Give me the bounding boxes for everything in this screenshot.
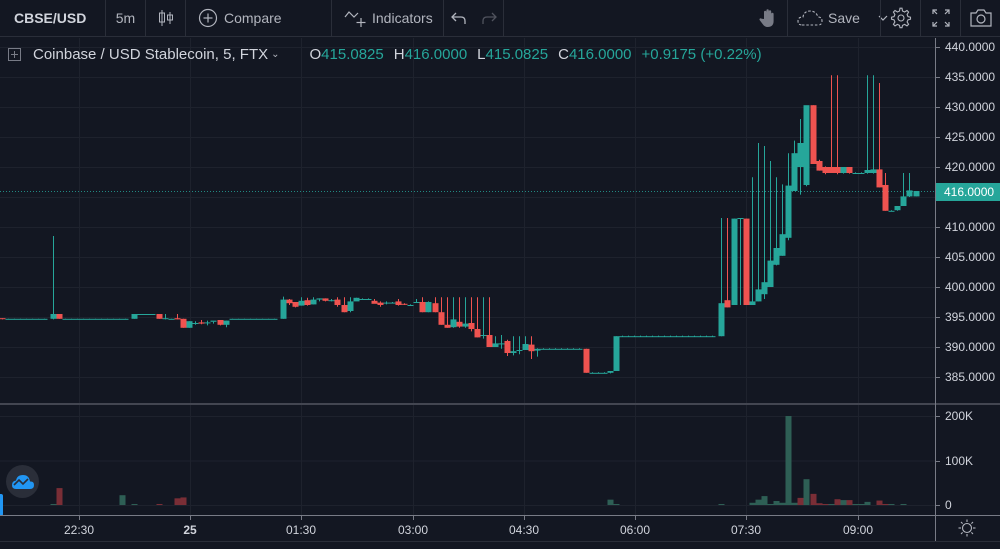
- high-value: 416.0000: [404, 46, 468, 63]
- compare-label: Compare: [224, 10, 282, 26]
- time-tick-label: 07:30: [730, 523, 762, 537]
- volume-tick-mark: [936, 505, 940, 506]
- price-tick-label: 435.0000: [945, 70, 996, 84]
- undo-icon[interactable]: [450, 11, 467, 25]
- collapse-legend-icon[interactable]: [8, 48, 21, 61]
- price-tick-mark: [936, 377, 940, 378]
- low-value: 415.0825: [485, 46, 549, 63]
- price-tick-mark: [936, 347, 940, 348]
- price-tick-mark: [936, 317, 940, 318]
- chevron-down-icon[interactable]: ⌄: [271, 49, 280, 60]
- open-key: O: [309, 46, 322, 63]
- time-tick-mark: [413, 516, 414, 520]
- volume-pane[interactable]: [0, 405, 935, 515]
- close-key: C: [558, 46, 569, 63]
- series-title[interactable]: Coinbase / USD Stablecoin, 5, FTX: [33, 46, 269, 63]
- sun-gear-icon: [958, 519, 976, 537]
- cloud-icon: [796, 9, 824, 27]
- price-tick-label: 390.0000: [945, 340, 996, 354]
- time-tick-mark: [858, 516, 859, 520]
- candles-icon: [158, 9, 174, 27]
- chart-type-button[interactable]: [146, 0, 186, 37]
- axis-corner-divider: [935, 516, 936, 542]
- last-price-label: 416.0000: [936, 183, 1000, 201]
- cloud-chart-icon: [11, 474, 35, 490]
- gear-icon: [890, 7, 912, 29]
- time-tick-mark: [635, 516, 636, 520]
- bottom-strip: [0, 541, 1000, 549]
- fullscreen-icon: [931, 9, 950, 27]
- open-value: 415.0825: [321, 46, 384, 63]
- save-label: Save: [828, 10, 860, 26]
- volume-tick-mark: [936, 416, 940, 417]
- price-tick-label: 440.0000: [945, 40, 996, 54]
- time-tick-label: 03:00: [397, 523, 429, 537]
- interval-label: 5m: [115, 10, 136, 26]
- price-tick-label: 420.0000: [945, 160, 996, 174]
- time-tick-mark: [190, 516, 191, 520]
- price-tick-mark: [936, 167, 940, 168]
- hand-icon: [759, 8, 777, 28]
- price-tick-mark: [936, 287, 940, 288]
- price-tick-label: 405.0000: [945, 250, 996, 264]
- time-tick-mark: [746, 516, 747, 520]
- interval-button[interactable]: 5m: [106, 0, 146, 37]
- time-axis[interactable]: 22:30 25 01:30 03:00 04:30 06:00 07:30 09:00: [0, 515, 1000, 542]
- hand-button[interactable]: [749, 0, 787, 37]
- time-tick-label: 04:30: [508, 523, 540, 537]
- undo-redo-group: [444, 0, 504, 37]
- price-pane[interactable]: [0, 38, 935, 403]
- volume-tick-label: 200K: [945, 409, 974, 423]
- volume-tick-label: 0: [945, 498, 952, 512]
- time-tick-label: 06:00: [619, 523, 651, 537]
- time-tick-label: 25: [183, 523, 197, 537]
- symbol-label: CBSE/USD: [14, 10, 87, 26]
- time-tick-mark: [79, 516, 80, 520]
- pane-separator[interactable]: [0, 403, 1000, 405]
- top-toolbar: CBSE/USD 5m Compare Indicators: [0, 0, 1000, 37]
- price-tick-mark: [936, 107, 940, 108]
- save-button[interactable]: Save: [787, 0, 888, 37]
- indicators-icon: [344, 8, 366, 28]
- redo-icon[interactable]: [481, 11, 497, 25]
- volume-tick-mark: [936, 460, 940, 462]
- time-tick-label: 01:30: [285, 523, 317, 537]
- price-tick-mark: [936, 227, 940, 228]
- time-tick-mark: [524, 516, 525, 520]
- price-tick-label: 385.0000: [945, 370, 996, 384]
- price-tick-label: 395.0000: [945, 310, 996, 324]
- tradingview-logo[interactable]: [6, 465, 39, 498]
- change-value: +0.9175 (+0.22%): [641, 46, 762, 63]
- settings-button[interactable]: [880, 0, 920, 37]
- price-tick-mark: [936, 257, 940, 258]
- time-tick-label: 09:00: [842, 523, 874, 537]
- fullscreen-button[interactable]: [920, 0, 960, 37]
- price-tick-label: 425.0000: [945, 130, 996, 144]
- price-tick-label: 430.0000: [945, 100, 996, 114]
- time-tick-label: 22:30: [63, 523, 95, 537]
- plus-circle-icon: [198, 8, 218, 28]
- indicators-label: Indicators: [372, 10, 433, 26]
- time-tick-mark: [301, 516, 302, 520]
- screenshot-button[interactable]: [960, 0, 1000, 37]
- indicators-button[interactable]: Indicators: [332, 0, 444, 37]
- symbol-search-button[interactable]: CBSE/USD: [0, 0, 106, 37]
- series-legend: Coinbase / USD Stablecoin, 5, FTX ⌄ O 41…: [8, 46, 762, 63]
- price-tick-label: 410.0000: [945, 220, 996, 234]
- price-axis[interactable]: 440.0000 435.0000 430.0000 425.0000 420.0000…: [935, 38, 1000, 515]
- close-value: 416.0000: [568, 46, 632, 63]
- volume-tick-label: 100K: [945, 453, 974, 468]
- price-tick-mark: [936, 77, 940, 78]
- price-tick-label: 400.0000: [945, 280, 996, 294]
- compare-button[interactable]: Compare: [186, 0, 332, 37]
- scroll-handle[interactable]: [0, 494, 3, 516]
- candlestick-chart: [0, 38, 935, 403]
- camera-icon: [969, 8, 993, 28]
- volume-histogram: [0, 405, 935, 515]
- low-key: L: [477, 46, 486, 63]
- price-tick-mark: [936, 137, 940, 138]
- chart-settings-button[interactable]: [955, 518, 979, 538]
- price-tick-mark: [936, 47, 940, 48]
- high-key: H: [393, 46, 405, 63]
